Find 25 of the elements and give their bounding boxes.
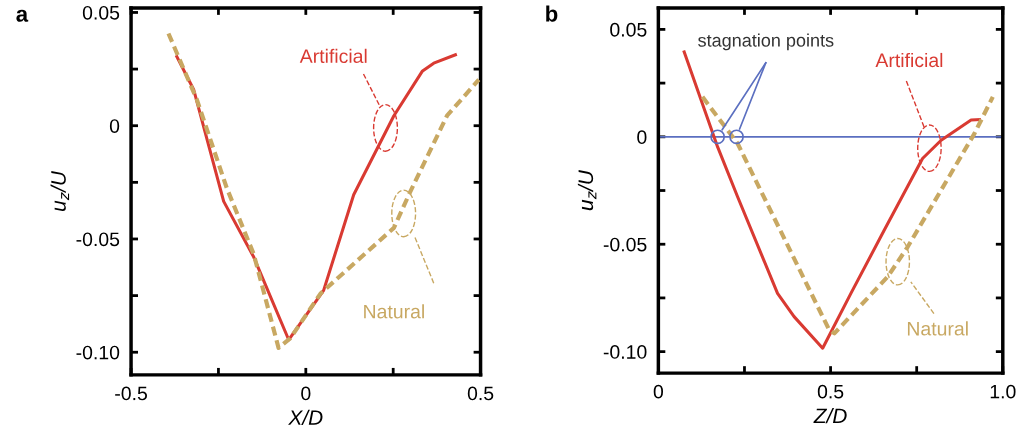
annotation: Artificial bbox=[875, 52, 943, 68]
x-tick-label: -0.5 bbox=[115, 386, 147, 401]
annotation: Natural bbox=[907, 321, 968, 336]
x-tick-label: 0 bbox=[301, 386, 311, 401]
x-tick-label: 1.0 bbox=[990, 384, 1016, 399]
y-tick-label: -0.10 bbox=[603, 345, 647, 359]
y-tick-label: 0.05 bbox=[610, 22, 647, 37]
x-tick-label: 0.5 bbox=[467, 386, 494, 401]
x-tick-label: 0.5 bbox=[817, 384, 844, 399]
y-axis-title: u$_{z}$/U bbox=[50, 170, 70, 212]
y-tick-label: -0.05 bbox=[76, 232, 120, 247]
x-axis-title: Z/D bbox=[813, 407, 847, 424]
x-tick-label: 0 bbox=[653, 384, 664, 399]
chart-title: a bbox=[16, 9, 29, 22]
annotation: Artificial bbox=[299, 48, 367, 64]
chart-title: b bbox=[546, 5, 558, 22]
annotation: stagnation points bbox=[698, 33, 834, 51]
y-tick-label: 0 bbox=[637, 130, 647, 145]
y-tick-label: -0.05 bbox=[603, 237, 647, 252]
x-axis-title: X/D bbox=[288, 409, 323, 425]
y-axis-title: u$_{z}$/U bbox=[577, 170, 597, 211]
annotation: Natural bbox=[364, 304, 424, 319]
y-tick-label: 0.05 bbox=[82, 5, 120, 20]
y-tick-label: 0 bbox=[109, 119, 120, 133]
y-tick-label: -0.10 bbox=[76, 345, 120, 360]
